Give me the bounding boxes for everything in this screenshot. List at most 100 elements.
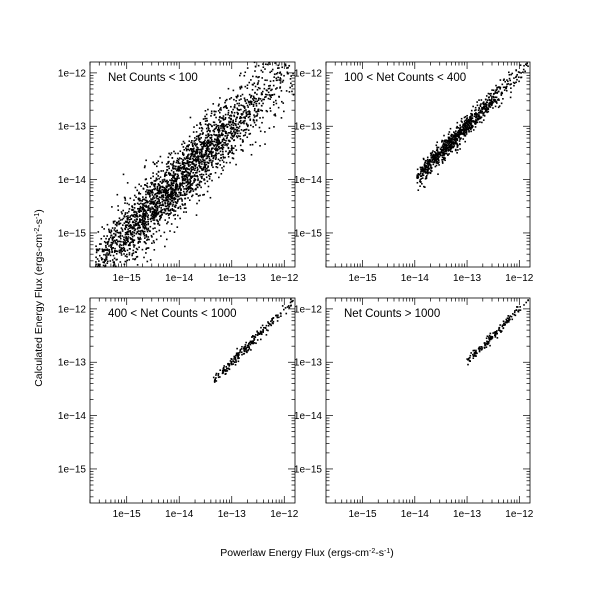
data-point	[434, 159, 437, 162]
x-tick-label: 1e−14	[401, 509, 430, 520]
data-point	[431, 155, 434, 157]
data-point	[232, 147, 235, 150]
data-point	[511, 318, 514, 321]
data-point	[110, 229, 113, 232]
data-point	[466, 119, 468, 122]
data-point	[490, 99, 493, 101]
data-point	[188, 174, 191, 177]
data-point	[173, 231, 176, 233]
data-point	[447, 133, 450, 136]
data-point	[470, 118, 473, 120]
data-point	[233, 106, 236, 109]
data-point	[152, 216, 155, 218]
data-point	[253, 337, 255, 340]
data-point	[142, 220, 145, 222]
data-point	[129, 231, 132, 234]
data-point	[201, 142, 203, 144]
data-point	[204, 169, 207, 171]
data-point	[174, 213, 177, 216]
data-point	[158, 188, 161, 190]
data-point	[235, 361, 237, 363]
data-point	[226, 135, 228, 137]
data-point	[192, 168, 194, 171]
data-point	[182, 161, 184, 164]
data-point	[117, 240, 119, 243]
data-point	[470, 120, 472, 122]
data-point	[108, 249, 110, 252]
data-point	[201, 147, 204, 149]
data-point	[469, 356, 471, 359]
data-point	[193, 140, 196, 142]
data-point	[199, 167, 202, 169]
data-point	[167, 204, 169, 206]
data-point	[471, 125, 474, 127]
data-point	[120, 252, 123, 254]
data-point	[236, 107, 239, 110]
data-point	[119, 222, 122, 225]
data-point	[202, 173, 205, 176]
data-point	[184, 158, 187, 160]
data-point	[454, 139, 456, 142]
data-point	[207, 162, 210, 165]
data-point	[203, 193, 205, 196]
data-point	[194, 143, 196, 146]
data-point	[133, 213, 136, 216]
data-point	[112, 236, 114, 238]
data-point	[449, 145, 452, 148]
data-point	[257, 99, 260, 101]
data-point	[144, 224, 146, 227]
data-point	[182, 140, 185, 143]
data-point	[292, 299, 294, 302]
data-point	[481, 107, 484, 110]
data-point	[258, 102, 261, 105]
data-point	[424, 159, 427, 162]
data-point	[273, 76, 275, 78]
data-point	[182, 168, 185, 170]
data-point	[188, 182, 190, 185]
data-point	[207, 126, 210, 128]
data-point	[169, 179, 171, 181]
data-point	[158, 184, 161, 187]
data-point	[250, 349, 252, 351]
data-point	[159, 210, 161, 213]
data-point	[222, 146, 225, 149]
data-point	[136, 231, 139, 233]
data-point	[226, 107, 228, 109]
data-point	[262, 329, 265, 332]
data-point	[139, 230, 141, 233]
data-point	[184, 202, 186, 205]
data-point	[202, 159, 205, 162]
data-point	[155, 215, 157, 217]
data-point	[441, 154, 444, 157]
data-point	[463, 132, 466, 135]
data-point	[275, 77, 278, 80]
data-point	[449, 127, 452, 130]
data-point	[208, 178, 211, 180]
data-point	[264, 326, 267, 329]
data-point	[490, 104, 493, 107]
data-point	[467, 118, 470, 121]
data-point	[96, 258, 99, 260]
data-point	[182, 166, 184, 168]
data-point	[144, 199, 147, 201]
data-point	[253, 114, 255, 116]
data-point	[191, 148, 193, 150]
data-point	[218, 139, 220, 142]
data-point	[421, 166, 423, 169]
data-point	[279, 71, 282, 74]
data-point	[443, 156, 445, 159]
data-point	[416, 175, 419, 178]
data-point	[266, 110, 269, 113]
data-point	[170, 183, 173, 186]
data-point	[245, 347, 247, 350]
data-point	[168, 167, 170, 170]
data-point	[181, 200, 183, 202]
data-point	[147, 205, 150, 207]
data-point	[214, 147, 217, 150]
data-point	[450, 147, 453, 150]
data-point	[484, 107, 487, 110]
data-point	[443, 150, 445, 153]
data-point	[505, 89, 508, 92]
data-point	[189, 184, 192, 186]
data-point	[101, 258, 104, 260]
